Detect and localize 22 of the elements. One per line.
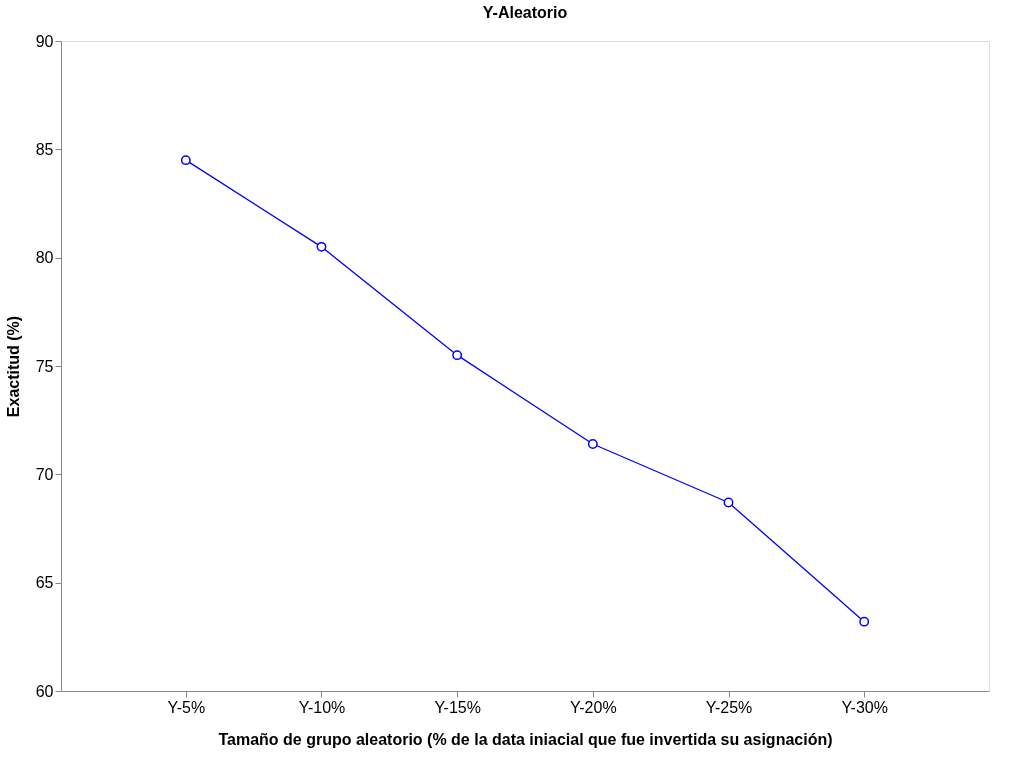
x-tick-label: Y-10% [298,698,346,716]
y-tick-label: 75 [35,357,54,375]
y-tick-label: 85 [35,140,54,158]
chart-title: Y-Aleatorio [482,4,568,21]
y-tick-label: 60 [35,682,54,700]
point [180,155,191,166]
y-tick-label: 65 [35,574,54,592]
point [723,497,734,508]
y-tick-label: 90 [35,32,54,50]
point [452,350,463,361]
x-tick-label: Y-15% [434,698,481,716]
y-tick-label: 80 [35,249,54,267]
point [587,439,598,449]
x-tick-label: Y-20% [570,698,617,716]
x-tick-label: Y-30% [841,698,888,716]
point [859,616,870,627]
x-tick-label: Y-25% [705,698,753,716]
x-tick-label: Y-5% [167,698,206,716]
y-axis-title: Exactitud (%) [4,315,22,418]
y-tick-label: 70 [35,465,54,483]
x-axis-title: Tamaño de grupo aleatorio (% de la data iniacial que fue invertida su asignación) [218,730,833,748]
point [316,241,327,252]
